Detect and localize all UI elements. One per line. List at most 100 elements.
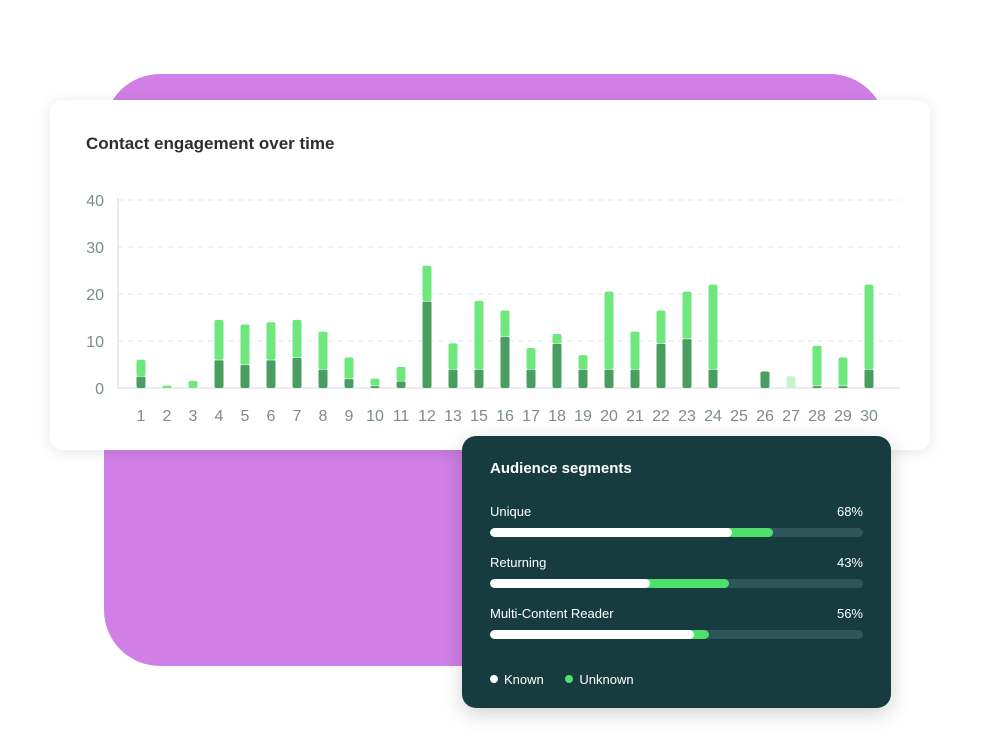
bar-segment [240, 324, 250, 365]
bar-segment [812, 345, 822, 386]
bar-segment [760, 371, 770, 388]
bar-segment [500, 310, 510, 337]
engagement-chart-card: Contact engagement over time 0 10 20 30 40 1 2… [50, 100, 930, 450]
audience-segments-card: Audience segments Unique 68% Returning 4… [462, 436, 891, 708]
bar-segment [396, 366, 406, 381]
bar-segment [162, 385, 172, 388]
segment-value: 68% [836, 504, 863, 519]
x-tick-label: 13 [444, 408, 462, 425]
segment-returning: Returning 43% [490, 555, 863, 595]
x-tick-label: 21 [626, 408, 644, 425]
x-tick-label: 19 [574, 408, 592, 425]
y-tick-label: 0 [95, 381, 104, 398]
legend-unknown: Unknown [565, 672, 634, 687]
segment-progress-track [490, 630, 863, 639]
known-dot-icon [490, 675, 498, 683]
y-tick-label: 30 [86, 240, 104, 257]
segment-value: 56% [836, 606, 863, 621]
bar-segment [448, 343, 458, 370]
bar-segment [448, 369, 458, 388]
x-tick-label: 17 [522, 408, 540, 425]
segment-unique: Unique 68% [490, 504, 863, 544]
bar-segment [240, 364, 250, 388]
bar-segment [630, 369, 640, 388]
bar-segment [630, 331, 640, 370]
bar-segment [422, 265, 432, 302]
known-progress-fill [490, 528, 733, 537]
bar-segment [708, 284, 718, 370]
bar-segment [344, 378, 354, 388]
bar-segment [422, 301, 432, 388]
x-tick-label: 8 [319, 408, 328, 425]
x-tick-label: 24 [704, 408, 722, 425]
bar-segment [318, 369, 328, 388]
x-tick-label: 25 [730, 408, 748, 425]
bar-segment [682, 291, 692, 339]
segment-value: 43% [836, 555, 863, 570]
bar-segment [578, 355, 588, 370]
known-progress-fill [490, 630, 695, 639]
bar-segment [136, 359, 146, 377]
bar-segment [838, 385, 848, 388]
bar-segment [682, 338, 692, 388]
bar-segment [604, 291, 614, 370]
segment-label: Unique [490, 504, 532, 519]
legend-known-label: Known [504, 672, 544, 687]
x-tick-label: 16 [496, 408, 514, 425]
bar-segment [318, 331, 328, 370]
x-tick-label: 27 [782, 408, 800, 425]
unknown-dot-icon [565, 675, 574, 683]
bar-segment [812, 385, 822, 388]
bar-segment [266, 359, 276, 388]
bar-segment [214, 359, 224, 388]
x-tick-label: 18 [548, 408, 566, 425]
bar-segment [526, 348, 536, 370]
bar-segment [708, 369, 718, 388]
x-tick-label: 23 [678, 408, 696, 425]
segments-title: Audience segments [490, 460, 632, 477]
bar-segment [604, 369, 614, 388]
x-tick-label: 20 [600, 408, 618, 425]
x-tick-label: 4 [215, 408, 224, 425]
x-tick-label: 26 [756, 408, 774, 425]
chart-title: Contact engagement over time [86, 134, 335, 153]
bar-segment [578, 369, 588, 388]
bar-segment [552, 333, 562, 344]
x-tick-label: 10 [366, 408, 384, 425]
bar-segment [370, 385, 380, 388]
bar-segment [786, 376, 796, 388]
bar-segment [396, 380, 406, 388]
bar-segment [864, 369, 874, 388]
bar-segment [526, 369, 536, 388]
segment-progress-track [490, 528, 863, 537]
x-tick-label: 9 [345, 408, 354, 425]
x-tick-label: 22 [652, 408, 670, 425]
segment-multi-content-reader: Multi-Content Reader 56% [490, 606, 863, 646]
bar-segment [188, 380, 198, 388]
bar-segment [344, 357, 354, 379]
x-tick-label: 7 [293, 408, 302, 425]
segments-legend: Known Unknown [490, 672, 652, 687]
y-tick-label: 10 [86, 334, 104, 351]
legend-known: Known [490, 672, 544, 687]
bar-segment [656, 310, 666, 344]
x-tick-label: 1 [137, 408, 146, 425]
bar-segment [474, 369, 484, 388]
x-tick-label: 11 [393, 408, 410, 425]
x-tick-label: 6 [267, 408, 276, 425]
x-tick-label: 3 [189, 408, 198, 425]
bar-segment [292, 319, 302, 358]
y-tick-label: 20 [86, 287, 104, 304]
x-tick-label: 29 [834, 408, 852, 425]
bar-segment [370, 378, 380, 386]
x-tick-label: 15 [470, 408, 488, 425]
bar-segment [266, 322, 276, 360]
legend-unknown-label: Unknown [579, 672, 634, 687]
bar-segment [214, 319, 224, 360]
bar-segment [656, 343, 666, 388]
known-progress-fill [490, 579, 651, 588]
bar-segment [500, 336, 510, 388]
x-tick-label: 30 [860, 408, 878, 425]
bar-segment [838, 357, 848, 386]
bar-segment [474, 301, 484, 370]
